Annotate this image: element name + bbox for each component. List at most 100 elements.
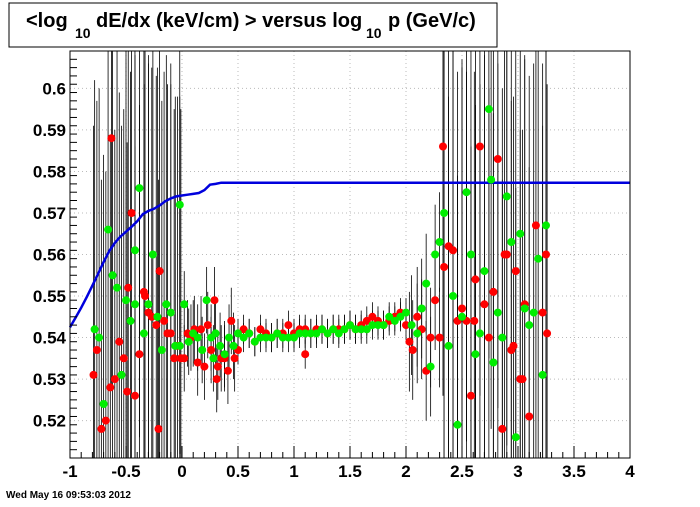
green-point <box>440 209 449 217</box>
red-point <box>470 316 479 325</box>
title-box: <log 10 dE/dx (keV/cm) > versus log 10 p… <box>8 2 498 48</box>
red-point <box>203 321 212 330</box>
green-point <box>108 271 117 280</box>
green-point <box>148 250 157 259</box>
red-point <box>511 267 520 276</box>
green-point <box>402 308 410 317</box>
red-point <box>106 383 115 392</box>
green-point <box>351 325 360 334</box>
y-tick-label: 0.54 <box>33 329 67 348</box>
green-point <box>306 329 315 338</box>
green-point <box>511 433 520 442</box>
green-point <box>426 362 435 371</box>
green-point <box>502 192 511 201</box>
green-point <box>273 329 282 338</box>
green-point <box>135 184 144 193</box>
green-point <box>245 329 254 338</box>
green-point <box>95 333 104 342</box>
red-point <box>493 155 502 163</box>
green-point <box>180 300 189 309</box>
red-point <box>500 250 509 259</box>
title-sub-1: 10 <box>75 25 91 41</box>
red-point <box>230 354 239 363</box>
red-point <box>405 337 414 346</box>
x-tick-label: 1.5 <box>338 462 362 481</box>
x-tick-label: 3 <box>513 462 522 481</box>
axes: -1 -0.5 0 0.5 1 1.5 2 2.5 3 3.5 4 0.52 0.53 0.54 0.55 0… <box>33 50 635 481</box>
red-point <box>489 287 498 296</box>
green-point <box>462 188 471 197</box>
green-point <box>396 312 405 321</box>
green-point <box>209 354 218 363</box>
timestamp-footer: Wed May 16 09:53:03 2012 <box>6 490 131 501</box>
green-point <box>312 329 321 338</box>
data-points <box>89 105 552 442</box>
green-point <box>453 420 462 429</box>
green-point <box>390 316 399 325</box>
green-point <box>139 329 148 338</box>
green-point <box>444 341 453 350</box>
green-point <box>413 329 422 338</box>
green-point <box>278 333 287 342</box>
red-point <box>227 316 236 325</box>
red-point <box>509 341 518 350</box>
red-point <box>101 416 110 425</box>
green-point <box>144 300 153 309</box>
green-point <box>295 329 304 338</box>
green-point <box>507 238 516 246</box>
green-point <box>250 337 259 346</box>
green-point <box>126 316 135 325</box>
red-point <box>467 391 475 400</box>
red-point <box>131 391 139 400</box>
green-point <box>122 296 130 305</box>
green-point <box>90 325 99 334</box>
red-point <box>197 325 205 334</box>
y-tick-label: 0.57 <box>33 204 66 223</box>
red-point <box>147 312 156 321</box>
red-point <box>193 358 202 367</box>
green-point <box>379 321 388 330</box>
red-point <box>449 246 457 255</box>
red-point <box>426 333 435 342</box>
red-point <box>538 308 547 317</box>
red-point <box>239 325 248 334</box>
green-point <box>435 238 444 246</box>
green-point <box>318 325 326 334</box>
green-point <box>220 350 229 359</box>
green-point <box>234 329 242 338</box>
red-point <box>543 329 552 338</box>
green-point <box>166 308 175 317</box>
x-tick-label: 0.5 <box>226 462 250 481</box>
green-point <box>487 175 496 184</box>
red-point <box>542 250 550 259</box>
y-tick-label: 0.56 <box>33 246 66 265</box>
x-tick-label: 4 <box>625 462 635 481</box>
green-point <box>471 350 480 359</box>
green-point <box>113 283 121 292</box>
x-tick-label: 2 <box>401 462 410 481</box>
y-tick-label: 0.55 <box>33 287 66 306</box>
x-tick-label: -0.5 <box>111 462 140 481</box>
green-point <box>131 246 139 255</box>
green-point <box>525 321 534 330</box>
green-point <box>211 329 220 338</box>
green-point <box>374 321 382 330</box>
red-point <box>475 142 484 151</box>
green-point <box>290 333 298 342</box>
red-point <box>89 370 98 379</box>
green-point <box>346 321 354 330</box>
green-point <box>362 325 371 334</box>
red-point <box>97 424 106 433</box>
x-tick-label: 1 <box>289 462 298 481</box>
x-tick-label: -1 <box>62 462 77 481</box>
red-point <box>408 346 417 354</box>
green-point <box>225 333 233 342</box>
green-point <box>131 300 139 309</box>
red-point <box>200 362 209 371</box>
green-point <box>329 325 338 334</box>
x-tick-label: 2.5 <box>450 462 474 481</box>
x-tick-label: 3.5 <box>562 462 586 481</box>
red-point <box>525 412 534 421</box>
curve-layer <box>68 181 630 328</box>
y-tick-label: 0.58 <box>33 162 66 181</box>
